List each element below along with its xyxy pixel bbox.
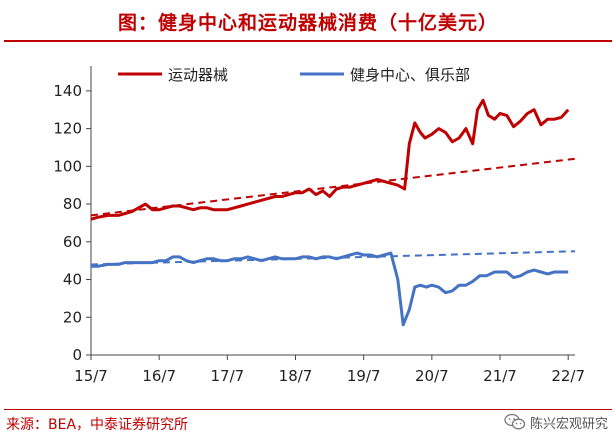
x-tick-label: 17/7 [210,367,244,385]
trend-lines [90,157,576,266]
title-bar: 图：健身中心和运动器械消费（十亿美元） [0,0,616,44]
y-tick-label: 0 [72,346,82,364]
series-line-1 [91,251,569,327]
axes: 0 20 40 60 80 100 120 140 15/7 16/7 17/7 18/7 19/7 20… [53,66,585,385]
x-tick-label: 15/7 [74,367,108,385]
title-rule [4,40,612,42]
legend-label-0: 运动器械 [168,66,228,84]
x-tick-label: 21/7 [483,367,517,385]
legend: 运动器械 健身中心、俱乐部 [118,66,470,84]
legend-label-1: 健身中心、俱乐部 [350,66,470,84]
watermark-text: 陈兴宏观研究 [529,412,608,432]
y-tick-label: 100 [53,157,82,175]
source-note: 来源：BEA，中泰证券研究所 [6,417,189,433]
x-tick-label: 19/7 [347,367,381,385]
chart-title: 图：健身中心和运动器械消费（十亿美元） [117,12,498,34]
x-tick-label: 20/7 [415,367,449,385]
y-tick-label: 140 [53,82,82,100]
series-lines [90,98,570,327]
y-tick-label: 120 [53,120,82,138]
y-tick-label: 20 [63,308,82,326]
line-chart: 运动器械 健身中心、俱乐部 0 20 40 60 80 100 120 140 15/7 16/7 1… [53,66,585,385]
trend-line-0 [90,157,576,217]
y-tick-label: 40 [63,271,82,289]
wechat-icon [504,413,526,430]
watermark: 陈兴宏观研究 [504,410,608,434]
x-tick-label: 18/7 [279,367,313,385]
y-tick-label: 60 [63,233,82,251]
y-tick-label: 80 [63,195,82,213]
x-tick-label: 22/7 [551,367,585,385]
footer-rule [4,409,612,410]
x-tick-label: 16/7 [142,367,176,385]
series-line-0 [90,98,570,221]
